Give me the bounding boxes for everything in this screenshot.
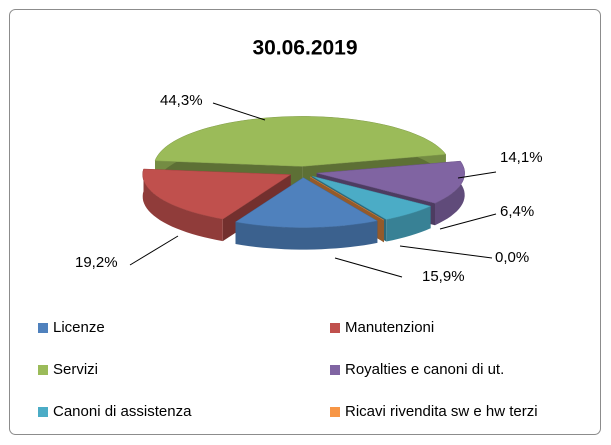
legend-swatch	[38, 365, 48, 375]
legend-swatch	[38, 323, 48, 333]
legend-label: Ricavi rivendita sw e hw terzi	[345, 403, 538, 420]
legend-swatch	[330, 365, 340, 375]
data-label: 19,2%	[75, 254, 118, 271]
slice	[234, 177, 379, 250]
slice-top	[316, 160, 465, 204]
slice-side	[386, 206, 431, 242]
slice-top	[309, 176, 385, 221]
legend-label: Canoni di assistenza	[53, 403, 192, 420]
data-label: 0,0%	[495, 249, 529, 266]
pie	[142, 116, 465, 250]
slice-top	[234, 177, 379, 228]
legend-swatch	[38, 407, 48, 417]
data-label: 44,3%	[160, 92, 203, 109]
data-label: 14,1%	[500, 149, 543, 166]
legend-label: Royalties e canoni di ut.	[345, 361, 504, 378]
slice-top	[142, 168, 292, 220]
leader-line	[129, 235, 179, 266]
legend-label: Servizi	[53, 361, 98, 378]
legend-swatch	[330, 407, 340, 417]
leader-line	[439, 213, 497, 230]
legend-label: Licenze	[53, 319, 105, 336]
slice-top	[312, 175, 432, 220]
chart-title: 30.06.2019	[252, 37, 357, 60]
slice-side	[435, 161, 465, 226]
leader-line	[334, 257, 403, 278]
slice-side	[235, 220, 378, 250]
legend-label: Manutenzioni	[345, 319, 434, 336]
leader-line	[212, 102, 266, 121]
legend-swatch	[330, 323, 340, 333]
leader-line	[457, 171, 497, 179]
data-label: 6,4%	[500, 203, 534, 220]
data-label: 15,9%	[422, 268, 465, 285]
slice-side	[142, 169, 223, 242]
leader-line	[399, 245, 493, 259]
slice-top	[154, 116, 447, 167]
